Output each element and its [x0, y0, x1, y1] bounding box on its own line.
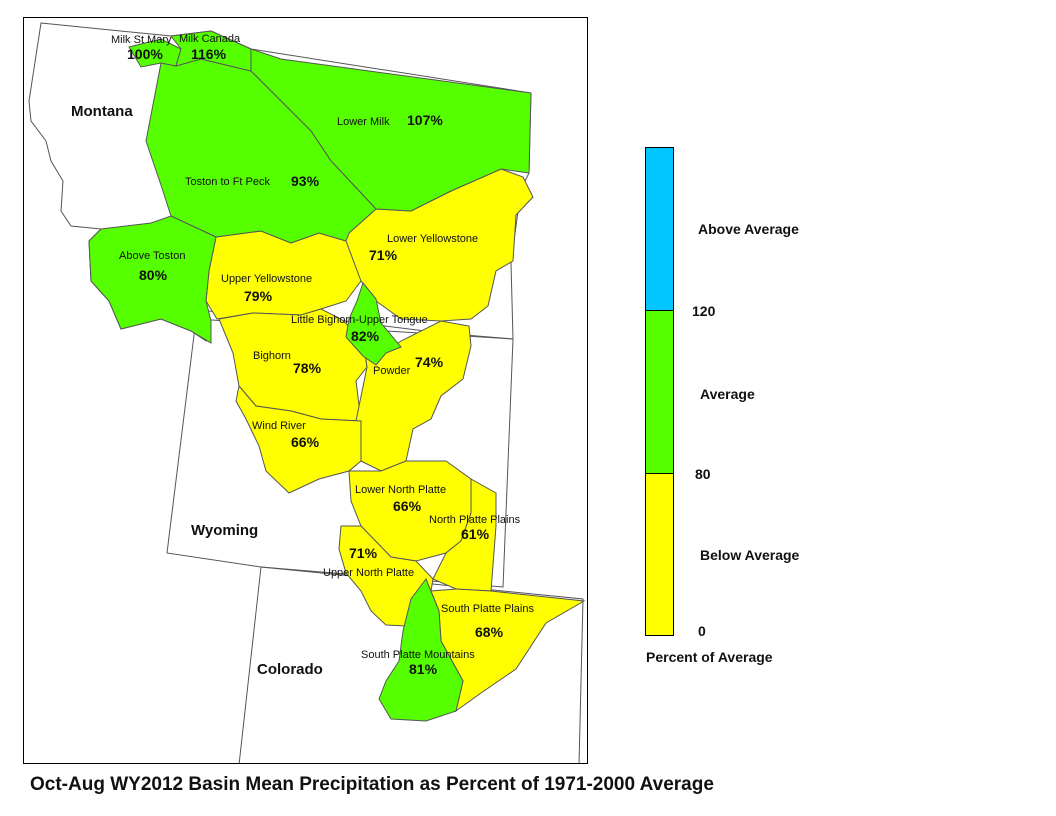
- basin-above-toston: [88, 215, 217, 344]
- basin-percent-powder: 74%: [415, 354, 444, 370]
- basin-percent-above-toston: 80%: [139, 267, 168, 283]
- basin-name-upper-yellowstone: Upper Yellowstone: [221, 273, 312, 285]
- basin-milk-canada: [170, 30, 252, 72]
- state-label-wyoming: Wyoming: [191, 522, 258, 539]
- basin-percent-milk-st-mary: 100%: [127, 46, 163, 62]
- basin-percent-bighorn: 78%: [293, 360, 322, 376]
- basin-name-wind-river: Wind River: [252, 420, 306, 432]
- basin-percent-little-bighorn: 82%: [351, 328, 380, 344]
- basin-name-toston-ft-peck: Toston to Ft Peck: [185, 176, 270, 188]
- basin-percent-south-platte-mountains: 81%: [409, 661, 438, 677]
- basin-name-lower-milk: Lower Milk: [337, 116, 390, 128]
- legend-swatch-average: [645, 310, 674, 474]
- map-caption: Oct-Aug WY2012 Basin Mean Precipitation …: [30, 774, 714, 795]
- map-frame: Montana Wyoming Colorado Milk St Mary 10…: [23, 17, 588, 764]
- basin-map: Montana Wyoming Colorado Milk St Mary 10…: [28, 22, 586, 763]
- basin-name-little-bighorn: Little Bighorn-Upper Tongue: [291, 314, 428, 326]
- basin-name-lower-yellowstone: Lower Yellowstone: [387, 233, 478, 245]
- basin-north-platte-plains: [432, 478, 497, 592]
- basin-toston-ft-peck: [145, 58, 377, 244]
- basin-percent-wind-river: 66%: [291, 434, 320, 450]
- basin-percent-lower-yellowstone: 71%: [369, 247, 398, 263]
- legend-swatch-above-average: [645, 147, 674, 311]
- legend-tick-80: 80: [695, 466, 711, 482]
- basin-name-upper-north-platte: Upper North Platte: [323, 567, 414, 579]
- basin-percent-milk-canada: 116%: [191, 46, 227, 62]
- basin-percent-upper-north-platte: 71%: [349, 545, 378, 561]
- basin-percent-toston-ft-peck: 93%: [291, 173, 320, 189]
- basin-percent-south-platte-plains: 68%: [475, 624, 504, 640]
- basin-name-milk-st-mary: Milk St Mary: [111, 34, 172, 46]
- basin-name-lower-north-platte: Lower North Platte: [355, 484, 446, 496]
- basin-name-south-platte-plains: South Platte Plains: [441, 603, 534, 615]
- state-label-colorado: Colorado: [257, 661, 323, 678]
- legend-tick-120: 120: [692, 303, 716, 319]
- basin-south-platte-mountains: [378, 577, 464, 722]
- basin-name-south-platte-mountains: South Platte Mountains: [361, 649, 475, 661]
- basin-percent-north-platte-plains: 61%: [461, 526, 490, 542]
- basin-name-north-platte-plains: North Platte Plains: [429, 514, 521, 526]
- basin-name-bighorn: Bighorn: [253, 350, 291, 362]
- basin-wind-river: [235, 384, 362, 494]
- legend-tick-0: 0: [698, 623, 706, 639]
- basin-percent-lower-milk: 107%: [407, 112, 443, 128]
- basin-percent-lower-north-platte: 66%: [393, 498, 422, 514]
- basin-percent-upper-yellowstone: 79%: [244, 288, 273, 304]
- basin-little-bighorn: [345, 281, 402, 366]
- legend-above-label: Above Average: [698, 221, 799, 237]
- legend-title: Percent of Average: [646, 649, 773, 665]
- legend-below-label: Below Average: [700, 547, 800, 563]
- basin-name-powder: Powder: [373, 365, 411, 377]
- basin-name-milk-canada: Milk Canada: [179, 33, 241, 45]
- basin-name-above-toston: Above Toston: [119, 250, 185, 262]
- state-label-montana: Montana: [71, 103, 133, 120]
- legend-swatch-below-average: [645, 473, 674, 636]
- legend-average-label: Average: [700, 386, 755, 402]
